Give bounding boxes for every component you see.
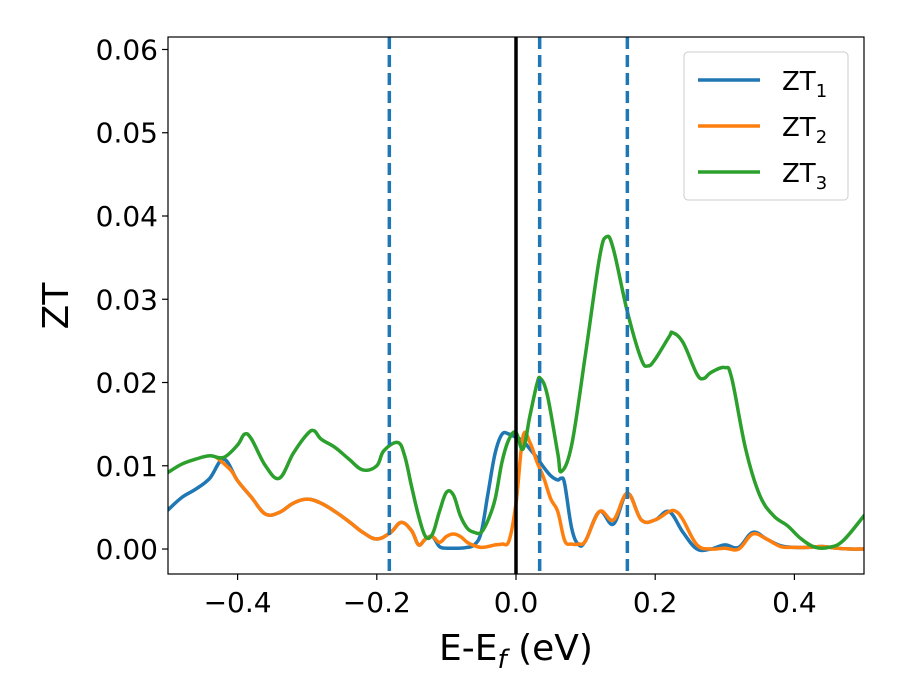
y-tick-label: 0.04: [96, 200, 158, 233]
y-tick-label: 0.03: [96, 283, 158, 316]
x-axis-label-unit: (eV): [507, 628, 593, 669]
legend-label-zt1: ZT1: [782, 67, 827, 102]
x-tick-label: 0.2: [633, 586, 678, 619]
x-axis: −0.4 −0.2 0.0 0.2 0.4: [204, 574, 817, 619]
x-tick-label: −0.4: [204, 586, 272, 619]
y-tick-label: 0.02: [96, 367, 158, 400]
y-axis-label: ZT: [36, 282, 77, 330]
legend: ZT1 ZT2 ZT3: [683, 51, 849, 201]
x-axis-label: E-Ef (eV): [439, 628, 593, 675]
x-tick-label: 0.0: [494, 586, 539, 619]
y-axis: 0.00 0.01 0.02 0.03 0.04 0.05 0.06: [96, 33, 168, 566]
series-line-zt3: [168, 234, 864, 551]
series-layer: [168, 234, 864, 553]
series-line-zt2: [214, 430, 864, 552]
y-tick-label: 0.01: [96, 450, 158, 483]
reference-lines: [387, 37, 630, 574]
legend-label-zt3: ZT3: [782, 159, 827, 194]
y-tick-label: 0.05: [96, 117, 158, 150]
y-tick-label: 0.00: [96, 533, 158, 566]
x-tick-label: −0.2: [343, 586, 411, 619]
legend-label-zt2: ZT2: [782, 113, 827, 148]
y-tick-label: 0.06: [96, 33, 158, 66]
legend-box: [683, 51, 849, 201]
x-tick-label: 0.4: [772, 586, 817, 619]
